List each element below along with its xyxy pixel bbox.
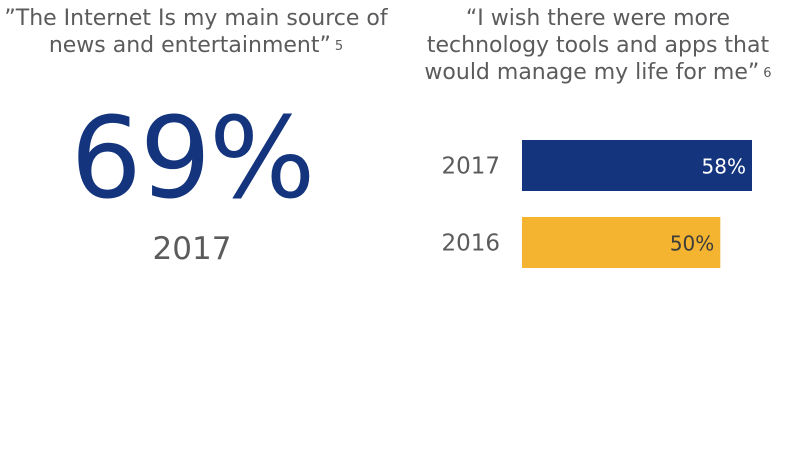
left-quote: ”The Internet Is my main source of news … — [0, 5, 392, 59]
left-quote-text: ”The Internet Is my main source of news … — [4, 6, 388, 58]
right-footnote: 6 — [763, 66, 772, 81]
bar-category-label-2017: 2017 — [441, 154, 500, 180]
bar-2017 — [522, 140, 752, 191]
bar-category-label-2016: 2016 — [441, 231, 500, 257]
bar-2016 — [522, 217, 721, 268]
right-quote: “I wish there were more technology tools… — [410, 5, 786, 86]
right-quote-text: “I wish there were more technology tools… — [424, 6, 770, 85]
bar-value-label-2016: 50% — [670, 232, 714, 256]
left-footnote: 5 — [334, 39, 344, 54]
big-stat-year: 2017 — [152, 231, 232, 267]
big-stat-value: 69% — [70, 94, 316, 224]
bar-value-label-2017: 58% — [702, 155, 746, 179]
